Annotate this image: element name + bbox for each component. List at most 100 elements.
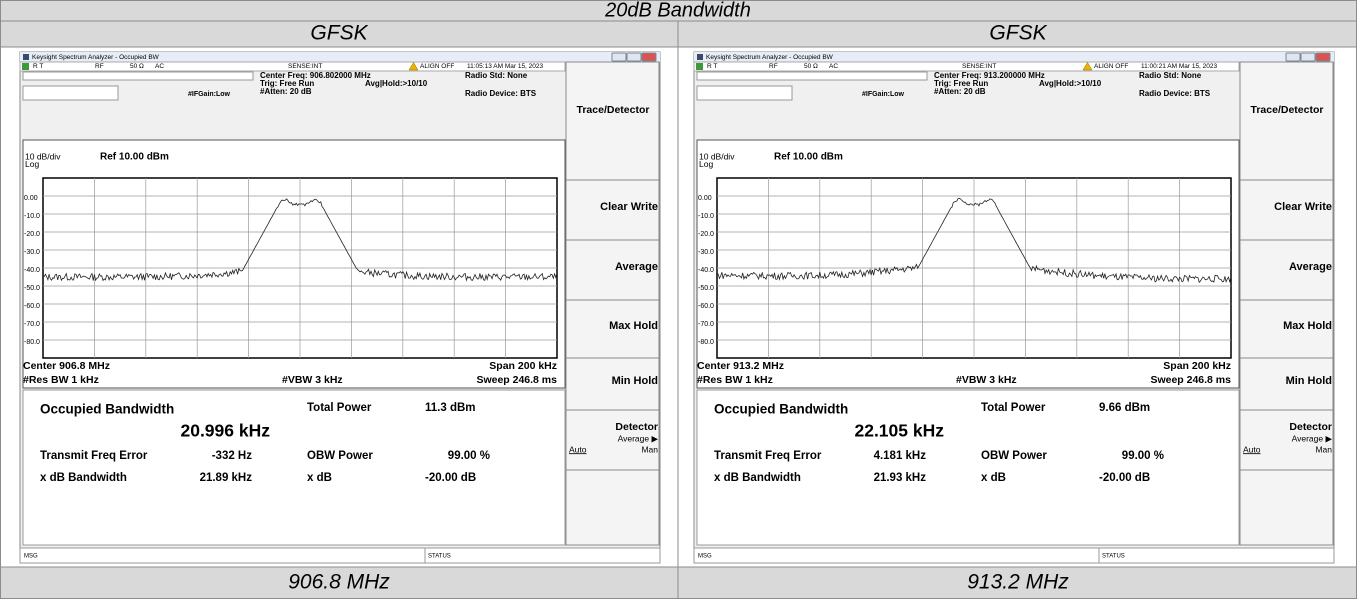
span-label: Span 200 kHz: [489, 360, 557, 372]
status-text: R T: [707, 63, 717, 70]
setting: Radio Device: BTS: [1139, 89, 1211, 98]
center-label: Center 913.2 MHz: [697, 360, 784, 372]
menu-title: Trace/Detector: [577, 104, 650, 116]
result-value: 21.89 kHz: [200, 472, 253, 484]
setting: Avg|Hold:>10/10: [1039, 79, 1102, 88]
menu-subtext: Average ▶: [1292, 433, 1333, 443]
menu-item: Min Hold: [612, 375, 658, 387]
menu-subtext: Auto: [569, 444, 587, 454]
menu-item: Min Hold: [1286, 375, 1332, 387]
window-button: [1316, 53, 1330, 61]
result-value: 21.93 kHz: [874, 472, 927, 484]
status-text: 50 Ω: [804, 63, 818, 70]
y-axis-label: -10.0: [698, 213, 714, 220]
window-button: [1301, 53, 1315, 61]
status-text: ALIGN OFF: [1094, 63, 1128, 70]
y-axis-label: -60.0: [24, 303, 40, 310]
result-value: -332 Hz: [212, 450, 253, 462]
result-value: 4.181 kHz: [874, 450, 927, 462]
menu-key: [566, 62, 659, 180]
message-bar: [694, 548, 1334, 563]
input-box: [697, 72, 927, 80]
menu-item: Clear Write: [600, 201, 658, 213]
menu-subtext: Auto: [1243, 444, 1261, 454]
column-footer: 906.8 MHz: [288, 571, 390, 594]
status-text: AC: [155, 63, 164, 70]
setting: Radio Std: None: [465, 71, 528, 80]
report-table: 20dB Bandwidth GFSK 906.8 MHz Keysight Spe…: [0, 0, 1357, 599]
result-label: Occupied Bandwidth: [714, 402, 848, 417]
status-text: SENSE:INT: [962, 63, 996, 70]
setting: Avg|Hold:>10/10: [365, 79, 428, 88]
result-value: 20.996 kHz: [180, 421, 270, 441]
result-label: Transmit Freq Error: [714, 450, 822, 462]
window-button: [627, 53, 641, 61]
setting: Radio Device: BTS: [465, 89, 537, 98]
status-text: 11:00:21 AM Mar 15, 2023: [1141, 63, 1218, 70]
y-axis-label: -60.0: [698, 303, 714, 310]
y-axis-label: -20.0: [24, 231, 40, 238]
result-label: Total Power: [307, 402, 372, 414]
result-value: 11.3 dBm: [425, 402, 476, 414]
setting: #IFGain:Low: [188, 91, 231, 98]
analyzer-screen: Keysight Spectrum Analyzer - Occupied BW…: [20, 52, 660, 563]
setting: #Atten: 20 dB: [260, 87, 312, 96]
input-box: [697, 86, 792, 100]
log-label: Log: [25, 159, 39, 169]
result-label: x dB Bandwidth: [714, 472, 801, 484]
result-value: -20.00 dB: [425, 472, 476, 484]
result-label: x dB Bandwidth: [40, 472, 127, 484]
lxi-icon: [22, 63, 29, 70]
vbw-label: #VBW 3 kHz: [282, 374, 343, 386]
app-icon: [697, 54, 703, 60]
app-icon: [23, 54, 29, 60]
menu-item: Clear Write: [1274, 201, 1332, 213]
setting: Radio Std: None: [1139, 71, 1202, 80]
menu-item: Max Hold: [1283, 320, 1332, 332]
menu-key: [566, 470, 659, 545]
msg-label: MSG: [24, 554, 38, 560]
result-label: Total Power: [981, 402, 1046, 414]
window-button: [642, 53, 656, 61]
menu-key: [1240, 470, 1333, 545]
ref-label: Ref 10.00 dBm: [100, 152, 169, 163]
status-text: RF: [95, 63, 104, 70]
window-button: [612, 53, 626, 61]
table-title: 20dB Bandwidth: [604, 0, 751, 21]
y-axis-label: -30.0: [698, 249, 714, 256]
status-text: 11:05:13 AM Mar 15, 2023: [467, 63, 544, 70]
y-axis-label: -30.0: [24, 249, 40, 256]
menu-subtext: Average ▶: [618, 433, 659, 443]
span-label: Span 200 kHz: [1163, 360, 1231, 372]
result-value: -20.00 dB: [1099, 472, 1150, 484]
status-text: SENSE:INT: [288, 63, 322, 70]
sweep-label: Sweep 246.8 ms: [1150, 374, 1231, 386]
menu-item: Detector: [615, 421, 658, 433]
y-axis-label: -50.0: [698, 285, 714, 292]
setting: #IFGain:Low: [862, 91, 905, 98]
y-axis-label: -80.0: [698, 339, 714, 346]
status-text: 50 Ω: [130, 63, 144, 70]
y-axis-label: -40.0: [24, 267, 40, 274]
menu-item: Average: [615, 261, 658, 273]
setting: #Atten: 20 dB: [934, 87, 986, 96]
result-label: x dB: [981, 472, 1006, 484]
message-bar: [20, 548, 660, 563]
result-value: 99.00 %: [448, 450, 490, 462]
status-text: RF: [769, 63, 778, 70]
y-axis-label: -80.0: [24, 339, 40, 346]
y-axis-label: -50.0: [24, 285, 40, 292]
menu-item: Detector: [1289, 421, 1332, 433]
result-label: Occupied Bandwidth: [40, 402, 174, 417]
result-label: OBW Power: [981, 450, 1047, 462]
menu-key: [1240, 62, 1333, 180]
result-label: Transmit Freq Error: [40, 450, 148, 462]
result-value: 22.105 kHz: [854, 421, 944, 441]
menu-item: Max Hold: [609, 320, 658, 332]
vbw-label: #VBW 3 kHz: [956, 374, 1017, 386]
column-header: GFSK: [989, 22, 1047, 45]
menu-subtext: Man: [1315, 444, 1332, 454]
result-value: 99.00 %: [1122, 450, 1164, 462]
input-box: [23, 72, 253, 80]
result-label: OBW Power: [307, 450, 373, 462]
